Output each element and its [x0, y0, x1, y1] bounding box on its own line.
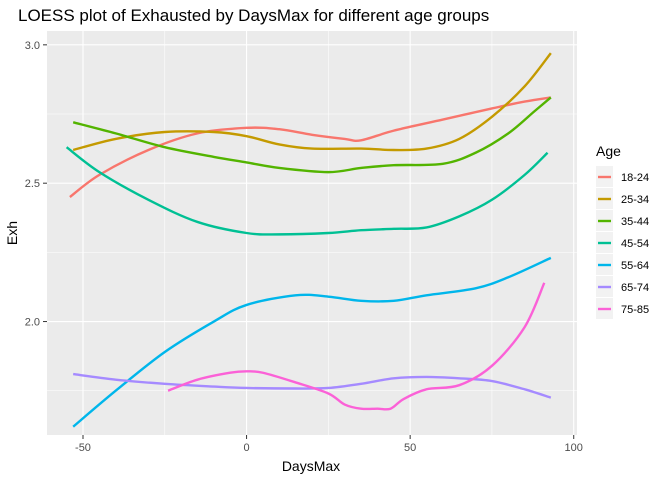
- series-line-75-85: [167, 282, 546, 411]
- y-tick-label: 2.5: [25, 178, 40, 190]
- series-line-35-44: [72, 96, 552, 174]
- series-line-65-74: [73, 372, 552, 399]
- series-line-55-64: [72, 256, 552, 428]
- legend-label-55-64: 55-64: [621, 260, 649, 272]
- x-tick-label: 50: [404, 442, 416, 454]
- x-axis-title: DaysMax: [282, 458, 340, 474]
- x-tick-label: 0: [244, 442, 250, 454]
- y-axis: 2.0 2.5 3.0: [25, 40, 47, 329]
- series-line-45-54: [65, 146, 549, 236]
- legend-label-25-34: 25-34: [621, 194, 649, 206]
- series-line-25-34: [72, 52, 552, 152]
- chart-title: LOESS plot of Exhausted by DaysMax for d…: [18, 6, 489, 25]
- legend-label-18-24: 18-24: [621, 172, 649, 184]
- y-tick-label: 3.0: [25, 40, 40, 52]
- legend-title: Age: [596, 143, 621, 159]
- legend-label-65-74: 65-74: [621, 282, 649, 294]
- legend-label-75-85: 75-85: [621, 304, 649, 316]
- y-tick-label: 2.0: [25, 317, 40, 329]
- x-tick-label: 100: [565, 442, 583, 454]
- legend-label-35-44: 35-44: [621, 216, 649, 228]
- x-tick-label: -50: [75, 442, 91, 454]
- legend-label-45-54: 45-54: [621, 238, 649, 250]
- series-lines: [65, 52, 552, 428]
- series-line-18-24: [69, 96, 552, 198]
- grid-minor: [47, 31, 577, 435]
- y-axis-title: Exh: [4, 221, 20, 245]
- legend: Age 18-24 25-34 35-44 45-54 55-64 65-74 75-85: [596, 143, 649, 319]
- x-axis: -50 0 50 100: [75, 435, 583, 454]
